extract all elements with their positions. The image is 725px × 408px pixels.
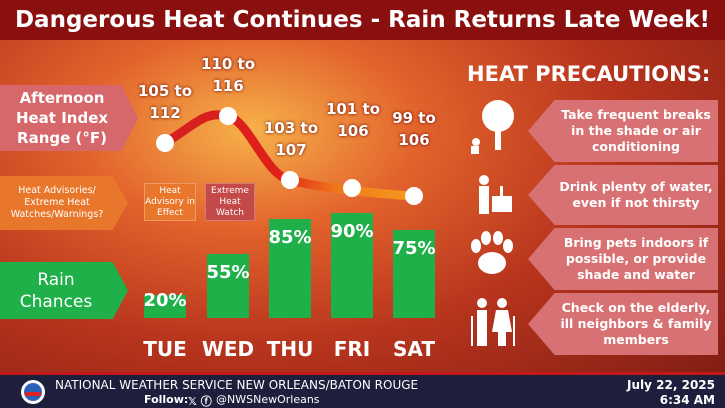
follow: Follow: (144, 393, 189, 406)
handle[interactable]: @NWSNewOrleans (216, 393, 320, 406)
dot (405, 187, 423, 205)
rain-bar (393, 230, 435, 318)
rain-label: 85% (268, 226, 312, 248)
advisories-label: Heat Advisories/ Extreme Heat Watches/Wa… (0, 176, 128, 230)
range: 99 to 106 (392, 109, 436, 149)
dot (343, 179, 361, 197)
water-icon (479, 175, 512, 214)
title: Dangerous Heat Continues - Rain Returns … (0, 0, 725, 40)
heat-index-label: Afternoon Heat Index Range (°F) (0, 85, 138, 151)
icons (471, 100, 515, 346)
dot (219, 107, 237, 125)
rain-bar (207, 253, 249, 318)
day-label: SAT (393, 337, 435, 361)
rain-label: 55% (206, 261, 250, 283)
tree-icon (471, 100, 514, 154)
range: 101 to 106 (325, 100, 380, 140)
day-label: THU (266, 337, 314, 361)
rain-bar (144, 294, 186, 318)
precaution: Drink plenty of water, even if not thirs… (528, 165, 718, 225)
rain-label: 90% (330, 220, 374, 242)
nws-logo (21, 380, 45, 404)
precaution: Check on the elderly, ill neighbors & fa… (528, 293, 718, 355)
date: July 22, 2025 (627, 378, 715, 392)
office: NATIONAL WEATHER SERVICE NEW ORLEANS/BAT… (55, 378, 419, 392)
watch-badge: Extreme Heat Watch (205, 183, 255, 221)
time: 6:34 AM (659, 393, 715, 407)
precautions-title: HEAT PRECAUTIONS: (467, 62, 711, 86)
social-icons: 𝕏 ⓕ (188, 395, 212, 408)
paw-icon (471, 231, 513, 274)
day-label: FRI (333, 337, 371, 361)
day-label: WED (201, 337, 255, 361)
range: 110 to 116 (200, 55, 255, 95)
rain-label: 20% (143, 290, 187, 311)
elderly-icon (471, 298, 515, 346)
rain-bar (269, 218, 311, 318)
precaution: Take frequent breaks in the shade or air… (528, 100, 718, 162)
advisory-badge: Heat Advisory in Effect (144, 183, 196, 221)
rain-bar (331, 212, 373, 318)
footer: NATIONAL WEATHER SERVICE NEW ORLEANS/BAT… (0, 372, 725, 408)
dot (281, 171, 299, 189)
day-label: TUE (143, 337, 187, 361)
precaution: Bring pets indoors if possible, or provi… (528, 228, 718, 290)
rain-label: 75% (392, 238, 436, 260)
dot (156, 134, 174, 152)
range: 105 to 112 (137, 82, 192, 122)
rain-label: Rain Chances (0, 262, 128, 319)
range: 103 to 107 (263, 119, 318, 159)
